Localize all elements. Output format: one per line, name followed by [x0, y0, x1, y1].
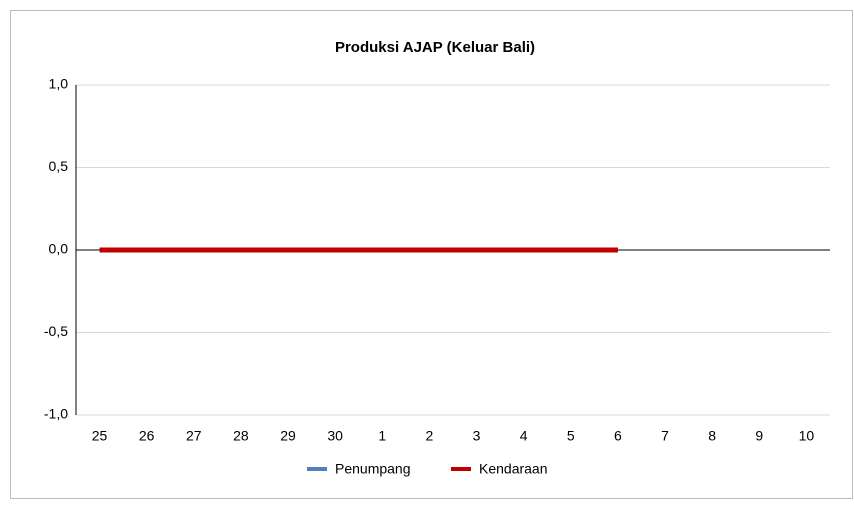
- x-tick-label: 2: [426, 428, 434, 444]
- chart-frame: [10, 10, 853, 499]
- x-tick-label: 6: [614, 428, 622, 444]
- y-tick-label: 1,0: [49, 76, 69, 92]
- legend-swatch: [451, 467, 471, 471]
- x-tick-label: 29: [280, 428, 296, 444]
- x-tick-label: 9: [755, 428, 763, 444]
- x-tick-label: 27: [186, 428, 202, 444]
- legend-label: Kendaraan: [479, 461, 548, 477]
- legend-swatch: [307, 467, 327, 471]
- x-tick-label: 25: [92, 428, 108, 444]
- x-tick-label: 3: [473, 428, 481, 444]
- x-tick-label: 1: [378, 428, 386, 444]
- x-tick-label: 28: [233, 428, 249, 444]
- x-tick-label: 10: [799, 428, 815, 444]
- y-tick-label: -1,0: [44, 406, 68, 422]
- y-tick-label: -0,5: [44, 323, 68, 339]
- x-tick-label: 26: [139, 428, 155, 444]
- x-tick-label: 5: [567, 428, 575, 444]
- y-tick-label: 0,5: [49, 158, 69, 174]
- x-tick-label: 4: [520, 428, 528, 444]
- x-tick-label: 7: [661, 428, 669, 444]
- x-tick-label: 8: [708, 428, 716, 444]
- x-tick-label: 30: [327, 428, 343, 444]
- chart-title: Produksi AJAP (Keluar Bali): [335, 39, 535, 56]
- legend-label: Penumpang: [335, 461, 411, 477]
- y-tick-label: 0,0: [49, 241, 69, 257]
